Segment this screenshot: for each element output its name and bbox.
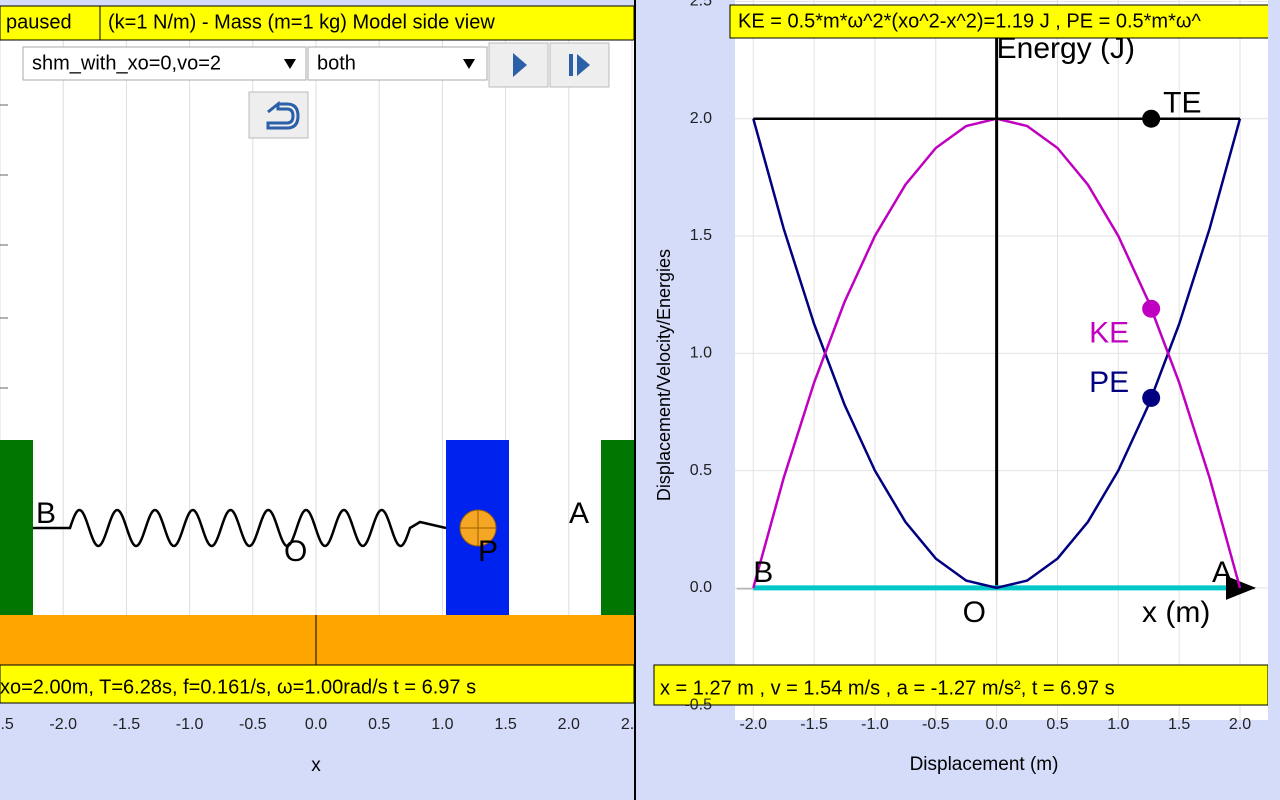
x-tick-label: 1.5 — [1168, 716, 1190, 733]
wall-left — [0, 440, 33, 615]
preset-value: shm_with_xo=0,vo=2 — [32, 52, 221, 74]
x-tick-label: -2.0 — [739, 716, 767, 733]
x-tick-label: -1.5 — [800, 716, 828, 733]
x-tick-label: 2.5 — [621, 716, 643, 733]
info-top-bar — [729, 4, 1268, 39]
y-tick-label: 2.0 — [690, 110, 712, 127]
title-bar — [0, 5, 634, 41]
info-bottom: x = 1.27 m , v = 1.54 m/s , a = -1.27 m/… — [660, 677, 1115, 699]
x-tick-label: -0.5 — [239, 716, 267, 733]
mode-select[interactable] — [307, 46, 488, 81]
x-tick-label: -2.0 — [49, 716, 77, 733]
x-tick-label: 2.0 — [1229, 716, 1251, 733]
y-tick-label: 1.0 — [690, 345, 712, 362]
x-axis-title: Displacement (m) — [910, 754, 1059, 775]
scrollbar — [1268, 0, 1280, 800]
info-top: KE = 0.5*m*ω^2*(xo^2-x^2)=1.19 J , PE = … — [738, 10, 1201, 32]
info-bar — [0, 664, 634, 704]
status-box[interactable] — [0, 5, 101, 41]
divider — [634, 0, 636, 800]
x-tick-label: -1.0 — [176, 716, 204, 733]
info-bottom-bar — [653, 664, 1268, 706]
x-tick-label: 0.5 — [1046, 716, 1068, 733]
play-icon — [513, 53, 527, 77]
label-a: A — [1212, 556, 1232, 589]
dropdown-arrow — [284, 59, 296, 69]
title: (k=1 N/m) - Mass (m=1 kg) Model side vie… — [108, 11, 495, 33]
x-tick-label: 0.0 — [305, 716, 327, 733]
status: paused — [6, 11, 72, 33]
x-tick-label: -2.5 — [0, 716, 14, 733]
label-p: P — [478, 535, 498, 568]
plot-area — [0, 40, 634, 665]
x-tick-label: 0.5 — [368, 716, 390, 733]
left-panel: paused (k=1 N/m) - Mass (m=1 kg) Model s… — [0, 5, 643, 777]
y-tick-label: 2.5 — [690, 0, 712, 10]
label-xm: x (m) — [1142, 596, 1210, 629]
series-line — [752, 118, 1242, 590]
y-tick-label: -0.5 — [684, 696, 712, 713]
preset-select[interactable] — [22, 46, 307, 81]
marker-label: KE — [1089, 317, 1129, 350]
step-icon — [577, 54, 590, 76]
marker — [1142, 109, 1161, 128]
label-b: B — [36, 497, 56, 530]
x-tick-label: -0.5 — [922, 716, 950, 733]
wall-right — [601, 440, 634, 615]
mode-value: both — [317, 52, 356, 74]
spring — [33, 508, 447, 548]
y-tick-label: 1.5 — [690, 227, 712, 244]
step-icon — [569, 54, 573, 76]
x-axis-title: x — [311, 755, 321, 776]
label-b: B — [753, 556, 773, 589]
x-tick-label: 1.5 — [494, 716, 516, 733]
x-tick-label: 1.0 — [1107, 716, 1129, 733]
info: xo=2.00m, T=6.28s, f=0.161/s, ω=1.00rad/… — [0, 676, 476, 698]
label-a: A — [569, 497, 589, 530]
floor — [0, 615, 634, 665]
x-tick-label: 2.0 — [558, 716, 580, 733]
y-tick-label: 0.0 — [690, 579, 712, 596]
y-tick-label: 0.5 — [690, 462, 712, 479]
dropdown-arrow — [463, 59, 475, 69]
marker — [1142, 388, 1161, 407]
marker — [1142, 299, 1161, 318]
label-o: O — [963, 596, 986, 629]
marker-label: TE — [1163, 87, 1201, 120]
label-o: O — [284, 535, 307, 568]
x-tick-label: 1.0 — [431, 716, 453, 733]
reset-icon — [266, 100, 300, 130]
x-tick-label: 0.0 — [986, 716, 1008, 733]
axis-arrow — [1226, 575, 1257, 600]
marker-label: PE — [1089, 366, 1129, 399]
y-axis-title: Displacement/Velocity/Energies — [654, 249, 674, 501]
x-axis: -2.5 -2.0 -1.5 -1.0 -0.5 0.0 0.5 1.0 1.5 2.0 2.5 — [0, 716, 643, 733]
x-tick-label: -1.5 — [113, 716, 141, 733]
x-tick-label: -1.0 — [861, 716, 889, 733]
